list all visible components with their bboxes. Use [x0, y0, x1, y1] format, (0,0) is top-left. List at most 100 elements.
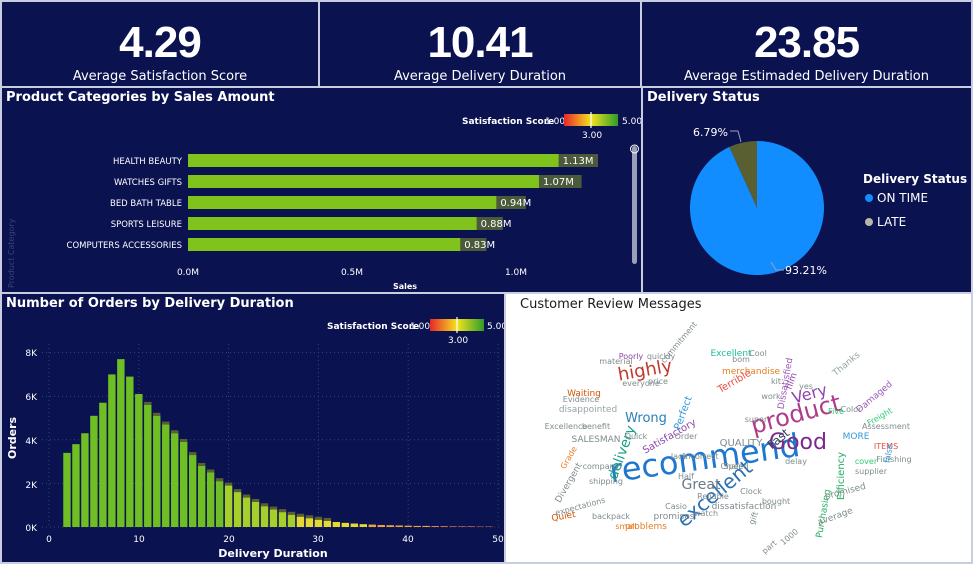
histogram-bar[interactable] [341, 522, 350, 527]
bar-sports-leisure[interactable] [188, 217, 477, 230]
histogram-bar[interactable] [144, 404, 152, 527]
histogram-bar[interactable] [99, 402, 107, 527]
word-quality: QUALITY [720, 438, 764, 449]
histogram-bar[interactable] [233, 492, 242, 527]
histogram-bar[interactable] [260, 506, 269, 527]
kpi-label: Average Delivery Duration [393, 69, 567, 84]
data-label: 0.83M [464, 240, 495, 251]
bar-computers-accessories[interactable] [188, 238, 461, 251]
bar-shadow [180, 438, 188, 442]
histogram-bar[interactable] [153, 415, 161, 527]
scrollbar-handle[interactable] [630, 144, 639, 154]
y-tick: 0K [25, 524, 38, 534]
word-efficiency: Efficiency [836, 452, 847, 500]
word-cool: Cool [749, 349, 767, 358]
y-axis-label: Orders [6, 416, 19, 459]
legend-dot-ontime [865, 194, 873, 202]
histogram-bar[interactable] [180, 441, 188, 527]
histogram-bar[interactable] [269, 509, 278, 527]
histogram-bar[interactable] [206, 472, 215, 528]
histogram-bar[interactable] [117, 359, 125, 527]
histogram-bar[interactable] [171, 433, 179, 527]
histogram-bar[interactable] [188, 455, 197, 527]
panel-title: Delivery Status [647, 90, 760, 105]
histogram-bar[interactable] [242, 497, 251, 527]
legend-title: Delivery Status [863, 172, 967, 186]
word-good: Good [769, 430, 827, 455]
pie-label-ontime: 93.21% [785, 264, 827, 277]
y-tick: 4K [25, 437, 38, 447]
word-shipping: shipping [589, 477, 623, 486]
orders-duration-chart: Satisfaction Score 1.00 3.00 5.00 0K 2K … [6, 317, 504, 560]
word-cloud: recommendGoodproductexcellenthighlyVeryG… [545, 320, 912, 556]
word-casio: Casio [665, 502, 687, 511]
histogram-bar[interactable] [359, 524, 367, 527]
pie-slice-ontime[interactable] [690, 141, 824, 275]
histogram-bar[interactable] [251, 501, 260, 527]
histogram-bar[interactable] [440, 526, 448, 527]
bar-bed-bath-table[interactable] [188, 196, 497, 209]
category-label: COMPUTERS ACCESSORIES [67, 241, 182, 251]
bar-shadow [171, 430, 179, 434]
histogram-bar[interactable] [287, 514, 296, 527]
word-promises: promises [654, 512, 695, 522]
histogram-bar[interactable] [431, 526, 439, 527]
bar-health-beauty[interactable] [188, 154, 559, 167]
histogram-bar[interactable] [458, 526, 466, 527]
pie-slice-late[interactable] [729, 141, 757, 208]
histogram-bar[interactable] [305, 518, 314, 527]
histogram-bar[interactable] [377, 525, 385, 527]
histogram-bar[interactable] [386, 525, 394, 527]
histogram-bar[interactable] [404, 525, 412, 527]
histogram-bar[interactable] [126, 376, 134, 527]
word-price: price [648, 377, 668, 386]
histogram-bar[interactable] [332, 521, 341, 527]
histogram-bar[interactable] [72, 444, 80, 527]
histogram-bar[interactable] [422, 525, 430, 527]
legend-max: 5.00 [622, 117, 641, 127]
panel-title: Product Categories by Sales Amount [6, 90, 275, 105]
histogram-bar[interactable] [197, 465, 206, 527]
category-label: BED BATH TABLE [110, 199, 182, 209]
kpi-value: 23.85 [753, 18, 860, 67]
histogram-bar[interactable] [323, 520, 332, 527]
histogram-bar[interactable] [467, 526, 475, 527]
bar-shadow [197, 462, 206, 466]
histogram-bar[interactable] [81, 433, 89, 527]
histogram-bar[interactable] [296, 516, 305, 527]
pie-leader-late [730, 130, 742, 143]
bar-shadow [251, 498, 260, 502]
histogram-bar[interactable] [90, 415, 98, 527]
histogram-bar[interactable] [368, 524, 376, 527]
word-part: part [760, 538, 778, 555]
word-company: company [583, 462, 620, 471]
histogram-bar[interactable] [215, 481, 224, 527]
histogram-bar[interactable] [413, 525, 421, 527]
y-tick: 2K [25, 481, 38, 491]
word-wrong: Wrong [625, 411, 667, 426]
word-everyone: everyone [622, 379, 660, 388]
x-tick: 50 [492, 535, 504, 545]
bar-watches-gifts[interactable] [188, 175, 539, 188]
scrollbar-track[interactable] [632, 146, 637, 264]
histogram-bar[interactable] [63, 452, 71, 527]
bar-shadow [162, 421, 170, 425]
x-axis-label: Delivery Duration [218, 547, 327, 560]
x-tick: 20 [223, 535, 235, 545]
x-tick: 1.0M [505, 268, 527, 278]
word-benefit: benefit [582, 422, 610, 431]
histogram-bar[interactable] [350, 523, 359, 527]
histogram-bar[interactable] [224, 485, 233, 527]
word-quiet: Quiet [551, 510, 577, 524]
histogram-bar[interactable] [314, 519, 323, 527]
histogram-bar[interactable] [395, 525, 403, 527]
histogram-bar[interactable] [108, 374, 116, 527]
histogram-bar[interactable] [162, 424, 170, 527]
word-quick: Quick [625, 432, 648, 441]
histogram-bar[interactable] [135, 394, 143, 527]
category-label: SPORTS LEISURE [111, 220, 182, 230]
histogram-bar[interactable] [449, 526, 457, 527]
word-problems: problems [625, 522, 667, 532]
word-more: MORE [843, 432, 870, 442]
histogram-bar[interactable] [278, 512, 287, 527]
